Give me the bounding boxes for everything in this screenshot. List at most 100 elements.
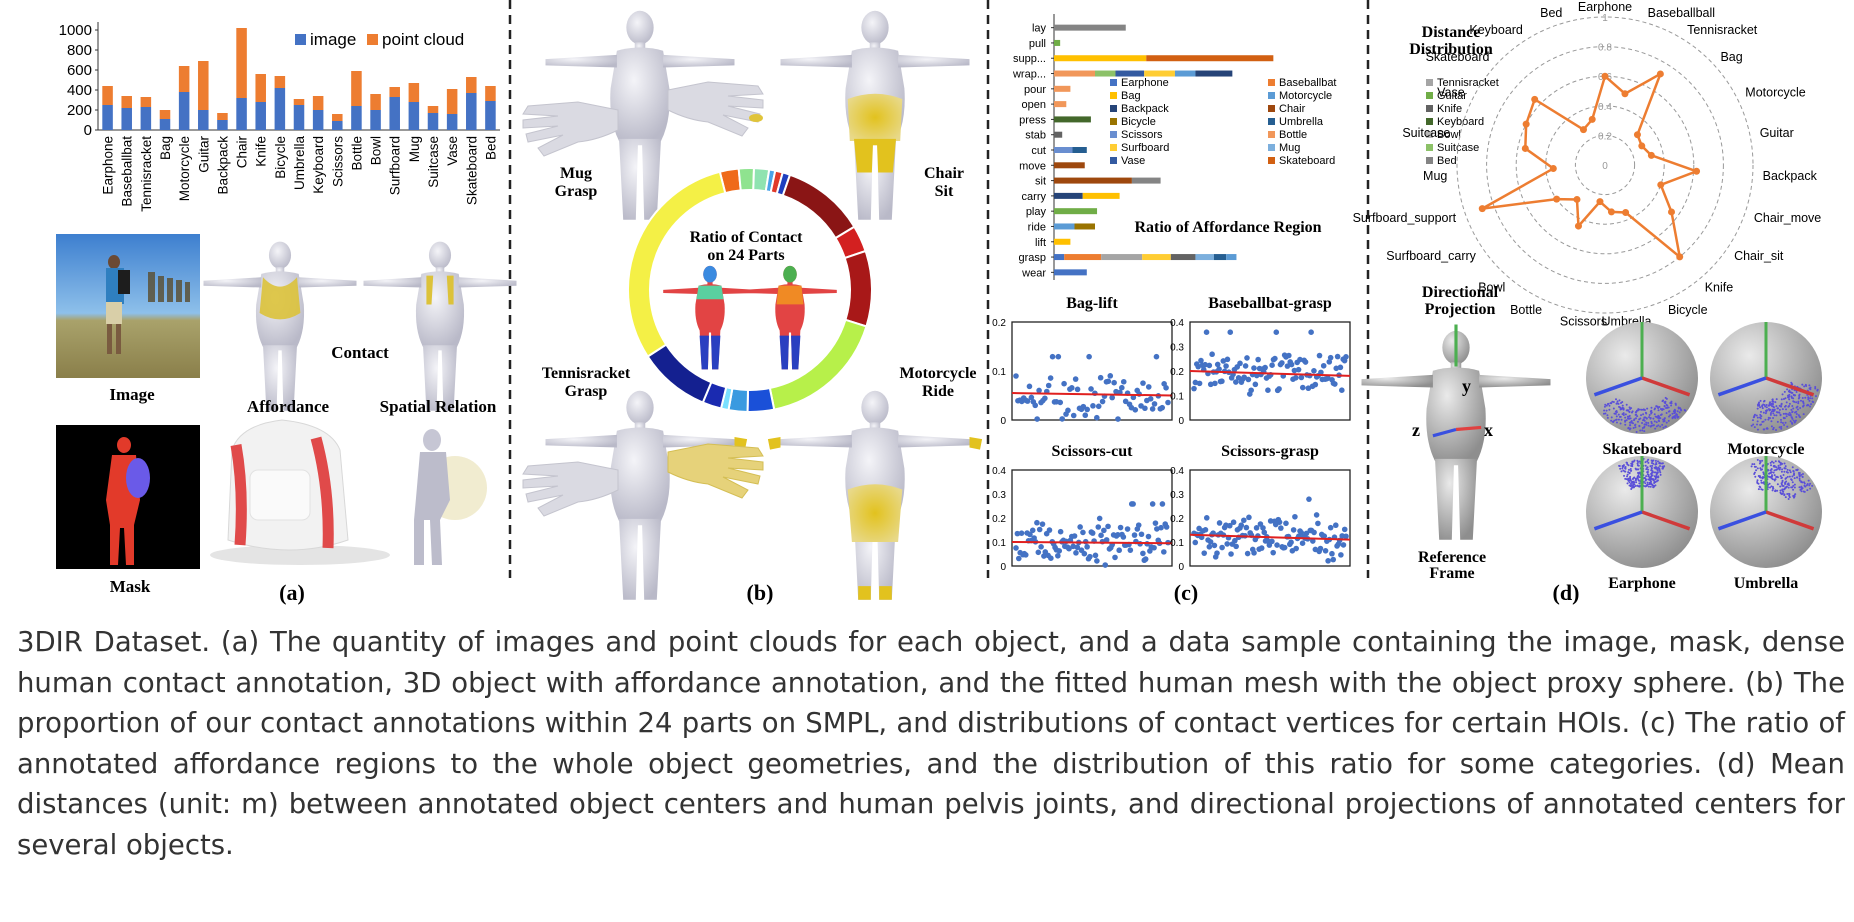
projection-point: [1641, 421, 1644, 424]
projection-point: [1797, 400, 1800, 403]
projection-point: [1773, 474, 1776, 477]
projection-point: [1647, 468, 1650, 471]
projection-point: [1658, 467, 1661, 470]
scatter-point: [1034, 416, 1040, 422]
scatter-point: [1253, 372, 1260, 379]
projection-point: [1809, 405, 1812, 408]
projection-point: [1626, 461, 1629, 464]
scatter-point: [1165, 399, 1171, 406]
projection-point: [1622, 465, 1625, 468]
projection-point: [1791, 411, 1794, 414]
projection-point: [1785, 470, 1788, 473]
scatter-point: [1107, 373, 1114, 379]
legend-swatch: [1110, 144, 1117, 151]
bar-point-cloud: [427, 106, 439, 113]
projection-point: [1785, 485, 1788, 488]
projection-point: [1787, 482, 1790, 485]
radar-axis-label: Scissors: [1560, 315, 1607, 329]
projection-point: [1671, 412, 1674, 415]
projection-point: [1791, 383, 1794, 386]
projection-point: [1756, 428, 1759, 431]
projection-point: [1651, 424, 1654, 427]
x-tick-label: Guitar: [196, 135, 211, 172]
projection-point: [1628, 414, 1631, 417]
projection-point: [1651, 472, 1654, 475]
legend-swatch: [1426, 118, 1433, 125]
bar-image: [274, 88, 286, 130]
y-tick-label: 800: [67, 42, 92, 59]
scatter-point: [1159, 501, 1166, 507]
y-tick-label: 0: [84, 122, 92, 139]
scatter-point: [1214, 550, 1220, 556]
image-label: Image: [109, 385, 155, 404]
category-label: grasp: [1018, 252, 1046, 264]
projection-point: [1648, 478, 1651, 481]
projection-point: [1781, 492, 1784, 495]
scatter-point: [1297, 356, 1303, 363]
projection-point: [1811, 400, 1814, 403]
projection-point: [1767, 483, 1770, 486]
projection-point: [1668, 410, 1671, 413]
bar-segment-skateboard: [1146, 55, 1274, 62]
projection-point: [1631, 484, 1634, 487]
radar-point: [1647, 151, 1655, 159]
scatter-point: [1135, 522, 1142, 528]
projection-point: [1770, 420, 1773, 423]
projection-point: [1771, 486, 1774, 489]
projection-point: [1791, 391, 1794, 394]
projection-point: [1636, 484, 1639, 487]
projection-point: [1764, 418, 1767, 421]
scatter-point: [1095, 403, 1102, 410]
projection-point: [1802, 413, 1805, 416]
scatter-point: [1086, 353, 1092, 360]
scatter-point: [1311, 529, 1317, 536]
scatter-point: [1320, 362, 1327, 369]
radar-point: [1522, 120, 1530, 128]
scatter-point: [1202, 361, 1208, 368]
bar-point-cloud: [217, 113, 228, 120]
scatter-point: [1147, 396, 1154, 402]
projection-point: [1768, 475, 1771, 478]
projection-point: [1774, 401, 1777, 404]
projection-point: [1774, 490, 1777, 493]
projection-point: [1796, 476, 1799, 479]
projection-point: [1788, 411, 1791, 414]
projection-point: [1788, 475, 1791, 478]
projection-point: [1770, 410, 1773, 413]
projection-point: [1656, 469, 1659, 472]
mug-grasp-right-hand: [667, 81, 764, 137]
projection-point: [1790, 381, 1793, 384]
radar-point: [1607, 208, 1615, 216]
scatter-point: [1152, 520, 1159, 526]
projection-point: [1624, 470, 1627, 473]
projection-point: [1648, 414, 1651, 417]
bar-segment-bed: [1131, 177, 1161, 184]
projection-point: [1631, 486, 1634, 489]
projection-point: [1770, 485, 1773, 488]
projection-point: [1799, 399, 1802, 402]
projection-point: [1771, 460, 1774, 463]
projection-point: [1758, 485, 1761, 488]
projection-point: [1798, 393, 1801, 396]
bar-segment-bicycle: [1074, 223, 1095, 230]
scatter-point: [1102, 562, 1109, 568]
projection-point: [1801, 475, 1804, 478]
projection-point: [1649, 416, 1652, 419]
x-axis-line: [1765, 376, 1815, 397]
scatter-point: [1045, 382, 1052, 389]
projection-point: [1791, 486, 1794, 489]
projection-point: [1633, 483, 1636, 486]
radar-point: [1657, 181, 1665, 189]
scatter-frame: [1189, 469, 1351, 567]
projection-point: [1789, 471, 1792, 474]
scatter-point: [1140, 550, 1146, 557]
projection-point: [1798, 415, 1801, 418]
bar-image: [140, 107, 152, 130]
category-label: carry: [1022, 191, 1047, 203]
x-tick-label: Baseballbat: [120, 136, 135, 207]
legend-swatch: [1426, 105, 1433, 112]
projection-point: [1806, 483, 1809, 486]
category-label: stab: [1025, 130, 1046, 142]
projection-point: [1777, 467, 1780, 470]
scatter-point: [1338, 552, 1344, 558]
